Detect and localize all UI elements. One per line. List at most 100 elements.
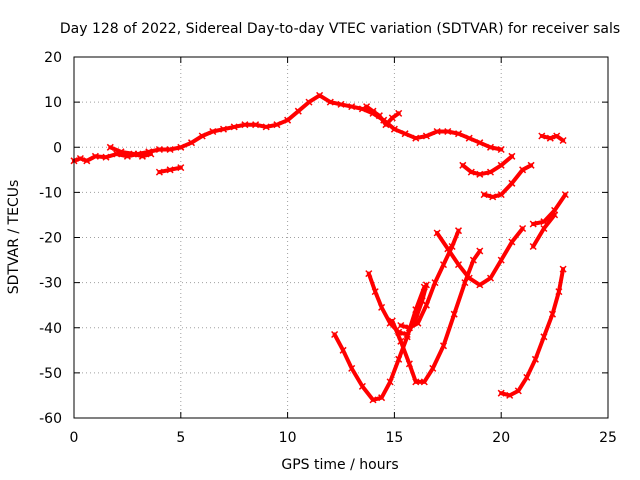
x-tick-label: 20 [492, 430, 510, 446]
data-point [559, 265, 567, 273]
plot-frame [73, 56, 609, 419]
data-point [91, 152, 99, 160]
data-point [337, 100, 345, 108]
data-point [198, 132, 206, 140]
data-point [155, 168, 163, 176]
data-point [540, 224, 548, 233]
data-point [273, 121, 281, 129]
data-point [166, 145, 174, 154]
data-point [405, 324, 413, 332]
data-point [388, 114, 396, 122]
data-point [371, 288, 379, 296]
data-point [241, 121, 249, 129]
y-tick-label: -10 [39, 185, 62, 201]
y-tick-label: -60 [39, 411, 62, 427]
x-axis-label: GPS time / hours [281, 457, 398, 473]
data-point [529, 242, 537, 251]
data-point [348, 103, 356, 111]
data-point [102, 153, 110, 161]
data-point [459, 161, 467, 169]
data-point [83, 157, 91, 165]
data-point [555, 288, 563, 296]
data-point [523, 373, 531, 381]
data-point [326, 98, 334, 106]
series-trace [390, 249, 482, 384]
data-point [497, 191, 505, 199]
data-point [209, 127, 217, 136]
series-trace [531, 192, 568, 226]
data-point [365, 270, 373, 278]
axis-ticks: 0 5 10 15 20 25 -60 -50 -40 -30 -20 -10 0 10 20 [39, 50, 617, 446]
data-point [369, 107, 377, 115]
data-point [506, 391, 514, 399]
data-point [497, 145, 505, 154]
data-point [433, 127, 441, 136]
data-point [284, 116, 292, 124]
data-point [405, 360, 413, 368]
chart-title: Day 128 of 2022, Sidereal Day-to-day VTE… [60, 21, 620, 37]
data-point [294, 107, 302, 115]
data-point [476, 170, 484, 178]
data-point [514, 387, 522, 395]
data-point [561, 191, 569, 199]
data-point [486, 274, 495, 282]
data-point [497, 256, 505, 264]
data-point [395, 109, 403, 117]
data-point [538, 132, 546, 140]
data-point [420, 378, 428, 386]
data-point [527, 161, 535, 169]
data-point [551, 211, 559, 219]
data-point [439, 261, 448, 269]
data-point [177, 143, 185, 151]
data-point [401, 130, 409, 138]
data-point [433, 229, 441, 237]
data-point [450, 310, 458, 318]
data-point [497, 389, 505, 397]
data-point [476, 139, 484, 147]
x-tick-label: 25 [599, 430, 617, 446]
x-tick-label: 0 [70, 430, 79, 446]
data-point [76, 154, 84, 163]
data-point [316, 91, 324, 99]
data-point [454, 130, 463, 138]
data-point [439, 342, 448, 350]
y-tick-label: -20 [39, 231, 62, 247]
data-point [388, 317, 396, 325]
data-point [429, 364, 437, 372]
data-point [369, 396, 377, 404]
data-point [390, 125, 398, 133]
data-point [378, 394, 386, 402]
data-point [252, 121, 260, 129]
data-point [177, 164, 185, 172]
data-point [117, 148, 125, 156]
data-point [467, 168, 475, 176]
grid-lines [74, 57, 608, 418]
data-point [422, 132, 430, 140]
data-point [480, 191, 488, 199]
data-point [155, 145, 163, 154]
data-point [403, 330, 411, 339]
data-point [187, 139, 196, 147]
data-point [454, 227, 463, 235]
data-point [230, 123, 238, 131]
data-point [422, 301, 430, 309]
y-tick-label: -40 [39, 321, 62, 337]
data-point [465, 134, 473, 142]
data-point [497, 161, 505, 169]
x-tick-label: 5 [176, 430, 185, 446]
data-point [422, 281, 430, 289]
data-point [476, 247, 484, 255]
data-point [382, 121, 390, 129]
x-tick-label: 10 [279, 430, 297, 446]
series-trace [435, 226, 525, 287]
data-point [486, 143, 495, 151]
data-point [378, 303, 386, 311]
y-tick-label: 10 [44, 95, 62, 111]
data-point [147, 150, 155, 158]
data-point [486, 168, 495, 176]
data-point [262, 123, 270, 131]
data-point [559, 136, 567, 145]
data-point [339, 346, 347, 354]
data-point [397, 337, 405, 345]
data-point [469, 256, 477, 264]
